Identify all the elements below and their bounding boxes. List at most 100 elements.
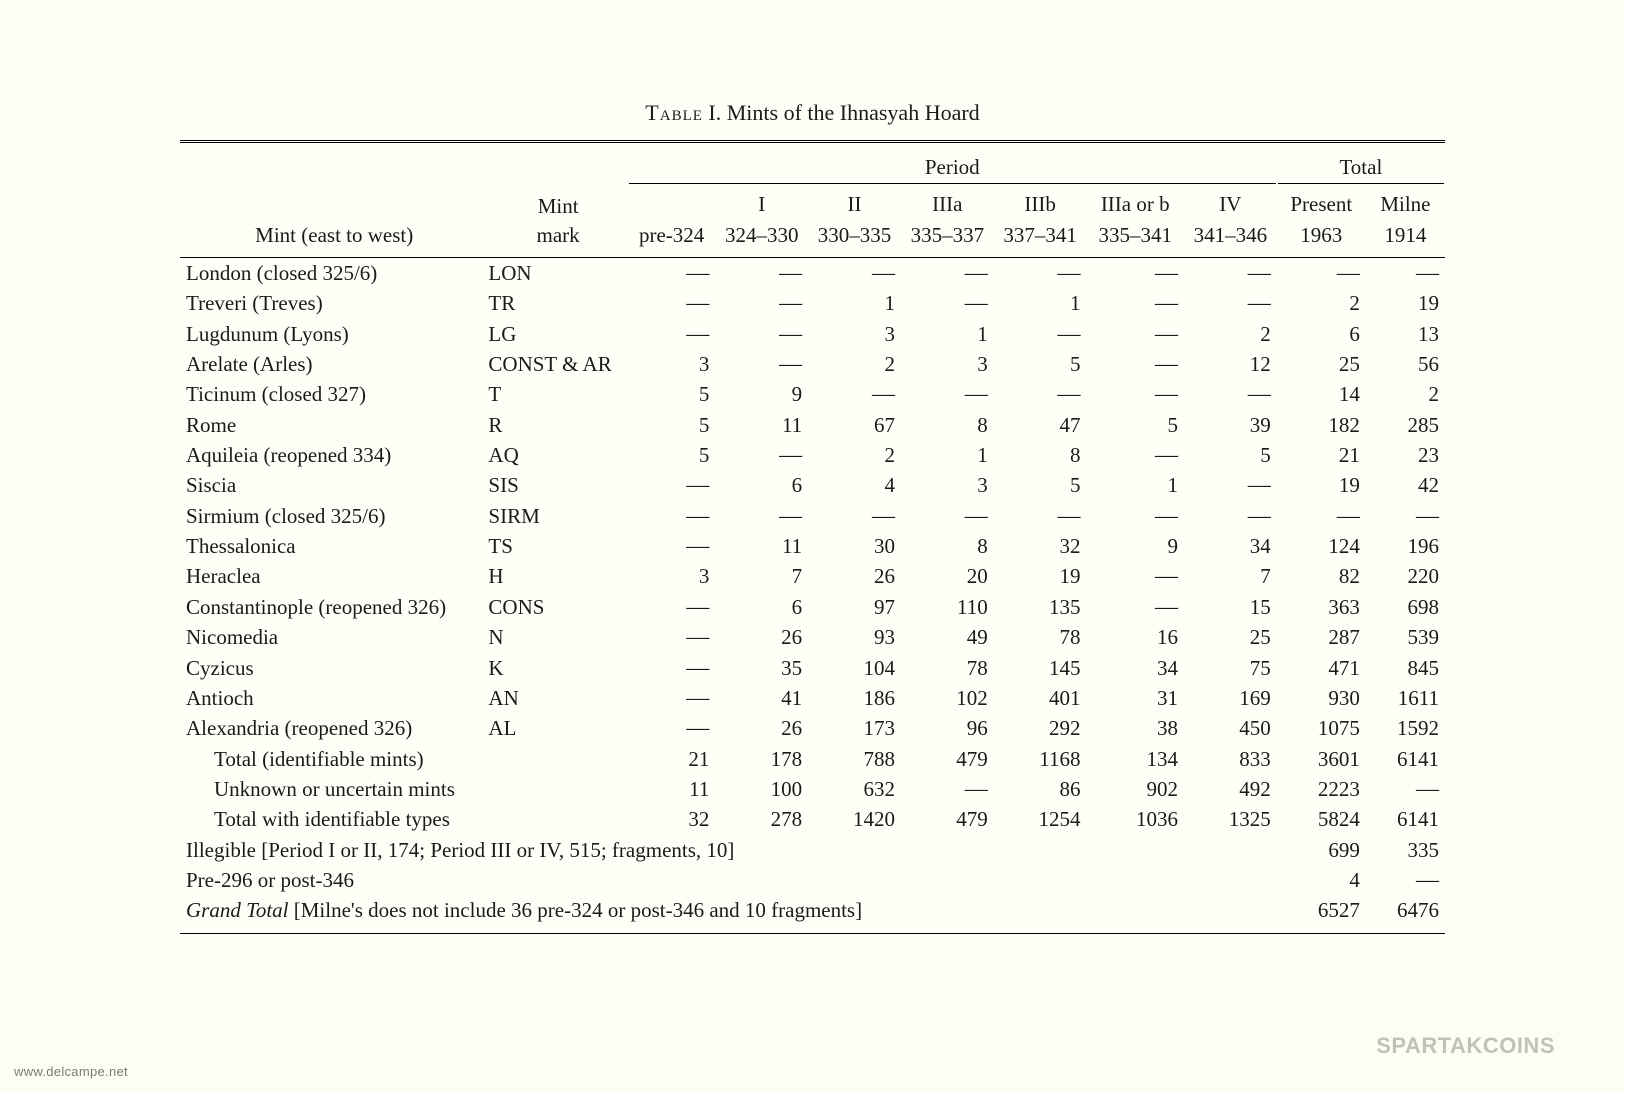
col-present: Present [1277, 188, 1366, 220]
value-cell: 1 [994, 288, 1087, 318]
value-cell: — [1277, 501, 1366, 531]
mint-cell: Nicomedia [180, 622, 488, 652]
value-cell: 34 [1184, 531, 1277, 561]
value-cell: — [1184, 470, 1277, 500]
mark-cell: N [488, 622, 627, 652]
value-cell: 6141 [1366, 804, 1445, 834]
watermark-brand: SPARTAKCOINS [1376, 1033, 1555, 1059]
mint-cell: Lugdunum (Lyons) [180, 319, 488, 349]
value-cell: 6 [715, 592, 808, 622]
value-cell: 833 [1184, 744, 1277, 774]
value-cell: — [994, 379, 1087, 409]
table-row: Treveri (Treves)TR——1—1——219 [180, 288, 1445, 318]
value-cell: 7 [1184, 561, 1277, 591]
value-cell: 479 [901, 744, 994, 774]
header-blank [180, 142, 628, 189]
subtotal-row: Total (identifiable mints)21178788479116… [180, 744, 1445, 774]
value-cell: 42 [1366, 470, 1445, 500]
value-cell: — [715, 501, 808, 531]
mint-cell: London (closed 325/6) [180, 258, 488, 289]
value-cell: 450 [1184, 713, 1277, 743]
value-cell: 35 [715, 653, 808, 683]
value-cell: 1075 [1277, 713, 1366, 743]
value-cell: — [1184, 258, 1277, 289]
value-cell: 3 [901, 470, 994, 500]
value-cell: — [1184, 379, 1277, 409]
value-cell: — [901, 501, 994, 531]
mint-cell: Aquileia (reopened 334) [180, 440, 488, 470]
value-cell: 699 [1277, 835, 1366, 865]
grand-total-label: Grand Total [Milne's does not include 36… [180, 895, 1277, 933]
value-cell: 7 [715, 561, 808, 591]
value-cell: — [994, 319, 1087, 349]
value-cell: — [715, 349, 808, 379]
value-cell: 13 [1366, 319, 1445, 349]
value-cell: 21 [628, 744, 716, 774]
mark-cell [488, 804, 627, 834]
table-row: ThessalonicaTS—1130832934124196 [180, 531, 1445, 561]
value-cell: 5824 [1277, 804, 1366, 834]
value-cell: 49 [901, 622, 994, 652]
mark-cell: SIS [488, 470, 627, 500]
footer-source: www.delcampe.net [14, 1064, 128, 1079]
value-cell: — [1366, 258, 1445, 289]
period-label: Period [925, 155, 980, 179]
value-cell: 145 [994, 653, 1087, 683]
mark-cell: LON [488, 258, 627, 289]
value-cell: — [628, 592, 716, 622]
value-cell: 1168 [994, 744, 1087, 774]
value-cell: 278 [715, 804, 808, 834]
value-cell: 285 [1366, 410, 1445, 440]
mark-cell: K [488, 653, 627, 683]
value-cell: — [1086, 319, 1184, 349]
title-smallcaps: Table [645, 100, 703, 125]
col-IIIa: IIIa [901, 188, 994, 220]
value-cell: — [994, 258, 1087, 289]
value-cell: 19 [1366, 288, 1445, 318]
mint-cell: Heraclea [180, 561, 488, 591]
value-cell: 30 [808, 531, 901, 561]
value-cell: 5 [628, 410, 716, 440]
value-cell: 21 [1277, 440, 1366, 470]
value-cell: — [1366, 865, 1445, 895]
value-cell: 110 [901, 592, 994, 622]
value-cell: 5 [994, 349, 1087, 379]
value-cell: 186 [808, 683, 901, 713]
value-cell: 8 [994, 440, 1087, 470]
value-cell: — [1184, 501, 1277, 531]
value-cell: 788 [808, 744, 901, 774]
period-group-header: Period [628, 142, 1277, 189]
value-cell: 3 [628, 561, 716, 591]
mint-cell: Ticinum (closed 327) [180, 379, 488, 409]
table-row: HeracleaH37262019—782220 [180, 561, 1445, 591]
mark-cell: CONST & AR [488, 349, 627, 379]
value-cell: 25 [1277, 349, 1366, 379]
value-cell: 32 [994, 531, 1087, 561]
table-row: Arelate (Arles)CONST & AR3—235—122556 [180, 349, 1445, 379]
value-cell: — [628, 622, 716, 652]
value-cell: 14 [1277, 379, 1366, 409]
mark-cell: T [488, 379, 627, 409]
range-IIIaorb: 335–341 [1086, 221, 1184, 258]
value-cell: 845 [1366, 653, 1445, 683]
value-cell: 135 [994, 592, 1087, 622]
value-cell: 1420 [808, 804, 901, 834]
value-cell: 1325 [1184, 804, 1277, 834]
value-cell: — [1184, 288, 1277, 318]
value-cell: 1 [1086, 470, 1184, 500]
value-cell: 86 [994, 774, 1087, 804]
value-cell: 78 [994, 622, 1087, 652]
value-cell: 2 [1184, 319, 1277, 349]
table-row: Alexandria (reopened 326)AL—261739629238… [180, 713, 1445, 743]
value-cell: 3601 [1277, 744, 1366, 774]
note-text: Illegible [Period I or II, 174; Period I… [180, 835, 1277, 865]
mark-cell: TR [488, 288, 627, 318]
value-cell: 2 [1277, 288, 1366, 318]
page-container: Table I. Mints of the Ihnasyah Hoard [0, 0, 1625, 1093]
mark-cell: TS [488, 531, 627, 561]
value-cell: — [715, 319, 808, 349]
mark-cell: H [488, 561, 627, 591]
mark-cell: R [488, 410, 627, 440]
mark-cell: CONS [488, 592, 627, 622]
value-cell: 12 [1184, 349, 1277, 379]
